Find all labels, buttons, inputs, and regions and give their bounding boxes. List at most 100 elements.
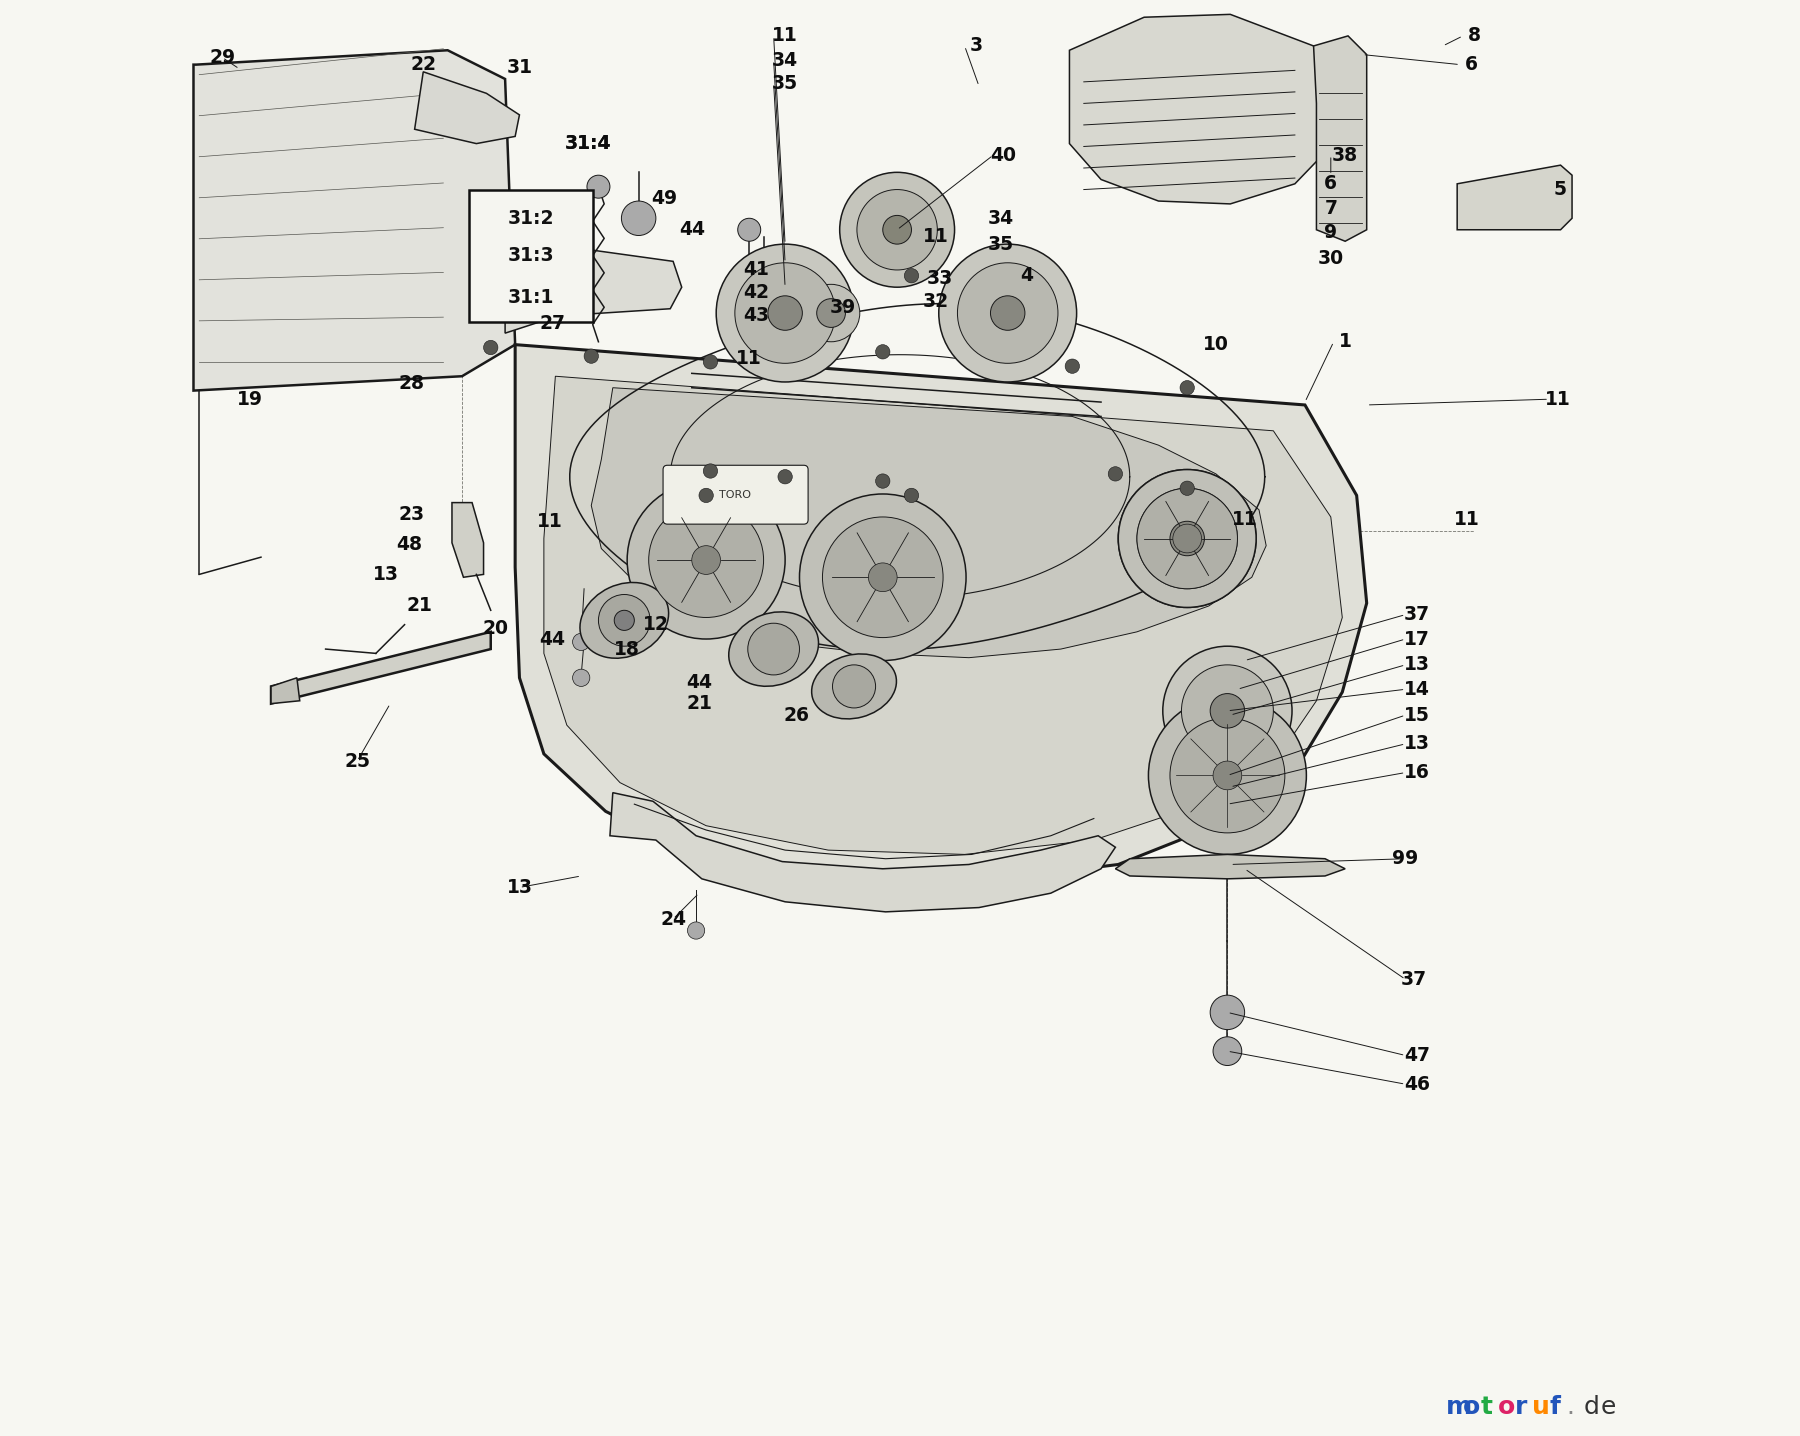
Circle shape xyxy=(1213,761,1242,790)
Circle shape xyxy=(904,488,918,503)
Text: 42: 42 xyxy=(743,283,769,303)
Circle shape xyxy=(875,474,889,488)
Text: 34: 34 xyxy=(772,50,797,70)
Text: 13: 13 xyxy=(1404,655,1429,675)
Text: 6: 6 xyxy=(1325,174,1337,194)
Circle shape xyxy=(823,517,943,638)
Circle shape xyxy=(1118,470,1256,607)
Circle shape xyxy=(778,470,792,484)
Text: 48: 48 xyxy=(396,534,421,554)
Circle shape xyxy=(799,494,967,661)
FancyBboxPatch shape xyxy=(662,465,808,524)
Text: 28: 28 xyxy=(400,373,425,393)
Text: 11: 11 xyxy=(1231,510,1258,530)
FancyBboxPatch shape xyxy=(470,190,592,322)
Polygon shape xyxy=(452,503,484,577)
Text: 40: 40 xyxy=(990,145,1017,165)
Circle shape xyxy=(1174,524,1202,553)
Circle shape xyxy=(688,922,706,939)
Text: 8: 8 xyxy=(1469,26,1481,46)
Text: 23: 23 xyxy=(398,504,425,524)
Text: 29: 29 xyxy=(209,47,236,67)
Text: 13: 13 xyxy=(373,564,400,584)
Text: 31:4: 31:4 xyxy=(565,134,612,154)
Text: 25: 25 xyxy=(344,751,371,771)
Text: o: o xyxy=(1498,1394,1514,1419)
Text: 7: 7 xyxy=(1325,198,1337,218)
Text: 27: 27 xyxy=(540,313,565,333)
Circle shape xyxy=(614,610,634,630)
Text: 37: 37 xyxy=(1404,605,1429,625)
Text: 31:3: 31:3 xyxy=(508,246,554,266)
Circle shape xyxy=(747,623,799,675)
Text: 31:1: 31:1 xyxy=(508,287,554,307)
Circle shape xyxy=(1163,646,1292,775)
Circle shape xyxy=(704,355,718,369)
Circle shape xyxy=(572,633,590,651)
Text: 44: 44 xyxy=(540,629,565,649)
Circle shape xyxy=(1213,1037,1242,1066)
Polygon shape xyxy=(590,388,1265,658)
Circle shape xyxy=(1181,381,1195,395)
Text: 22: 22 xyxy=(410,55,436,75)
Text: 39: 39 xyxy=(830,297,855,317)
Text: .: . xyxy=(1566,1394,1575,1419)
Circle shape xyxy=(839,172,954,287)
Polygon shape xyxy=(1458,165,1571,230)
Text: t: t xyxy=(1480,1394,1492,1419)
Text: 31:2: 31:2 xyxy=(508,208,554,228)
Text: 37: 37 xyxy=(1400,969,1427,989)
Circle shape xyxy=(769,296,803,330)
Polygon shape xyxy=(414,72,520,144)
Circle shape xyxy=(1210,694,1244,728)
Text: 44: 44 xyxy=(679,220,706,240)
Text: 11: 11 xyxy=(772,26,797,46)
Text: d: d xyxy=(1584,1394,1600,1419)
Polygon shape xyxy=(544,376,1343,854)
Text: r: r xyxy=(1514,1394,1526,1419)
Circle shape xyxy=(1138,488,1237,589)
Text: 3: 3 xyxy=(970,36,983,56)
Text: 11: 11 xyxy=(1454,510,1480,530)
Polygon shape xyxy=(610,793,1116,912)
Text: 44: 44 xyxy=(686,672,713,692)
Text: 10: 10 xyxy=(1202,335,1229,355)
Circle shape xyxy=(904,269,918,283)
Text: 6: 6 xyxy=(1465,55,1478,75)
Text: 26: 26 xyxy=(783,705,810,725)
Text: 34: 34 xyxy=(988,208,1013,228)
Text: 31:4: 31:4 xyxy=(565,134,612,154)
Circle shape xyxy=(716,244,853,382)
Text: 20: 20 xyxy=(482,619,508,639)
Text: 24: 24 xyxy=(661,909,686,929)
Circle shape xyxy=(572,669,590,686)
Circle shape xyxy=(1181,481,1195,495)
Text: 49: 49 xyxy=(652,188,677,208)
Circle shape xyxy=(583,349,598,363)
Circle shape xyxy=(691,546,720,574)
Text: 46: 46 xyxy=(1404,1074,1429,1094)
Circle shape xyxy=(734,263,835,363)
Circle shape xyxy=(1210,995,1244,1030)
Ellipse shape xyxy=(729,612,819,686)
Circle shape xyxy=(803,284,860,342)
Text: 31: 31 xyxy=(506,57,533,78)
Text: 21: 21 xyxy=(686,694,711,714)
Text: 99: 99 xyxy=(1393,849,1418,869)
Text: o: o xyxy=(1463,1394,1480,1419)
Circle shape xyxy=(484,340,499,355)
Circle shape xyxy=(626,481,785,639)
Text: 41: 41 xyxy=(743,260,769,280)
Text: 16: 16 xyxy=(1404,763,1429,783)
Polygon shape xyxy=(506,247,682,333)
Circle shape xyxy=(704,464,718,478)
Text: 1: 1 xyxy=(1339,332,1352,352)
Text: 19: 19 xyxy=(236,389,263,409)
Text: 38: 38 xyxy=(1332,145,1359,165)
Polygon shape xyxy=(1181,816,1273,847)
Circle shape xyxy=(598,595,650,646)
Text: 35: 35 xyxy=(988,234,1013,254)
Text: f: f xyxy=(1550,1394,1561,1419)
Text: 4: 4 xyxy=(1021,266,1033,286)
Text: TORO: TORO xyxy=(718,491,751,500)
